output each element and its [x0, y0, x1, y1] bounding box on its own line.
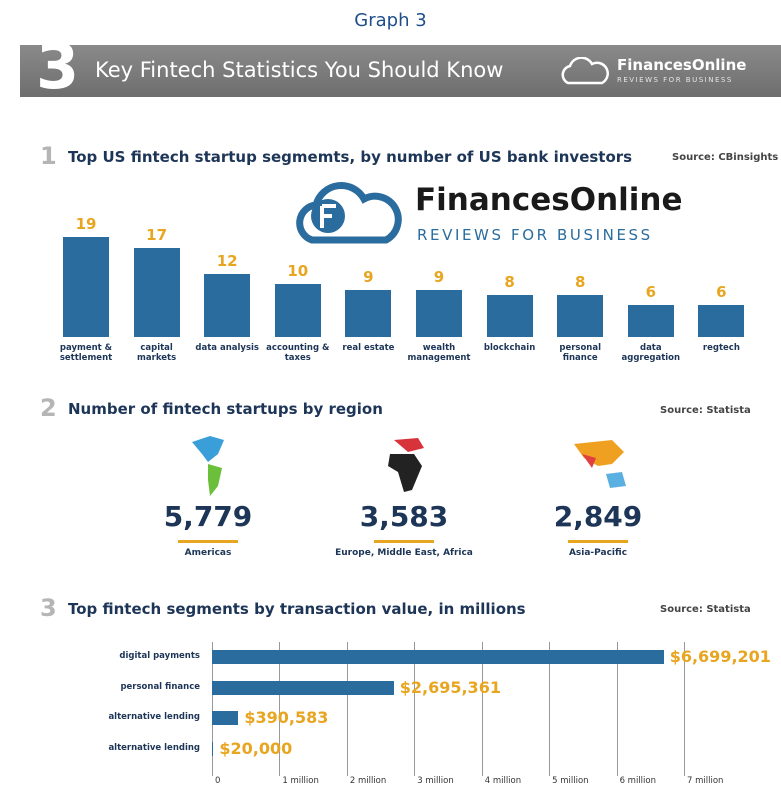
- bar-value: $6,699,201: [669, 647, 771, 666]
- bar: [416, 289, 462, 337]
- x-tick-label: wealth management: [407, 343, 471, 363]
- bar-value: 12: [216, 251, 238, 270]
- bar-value: 6: [716, 283, 727, 302]
- x-tick-label: capital markets: [137, 343, 177, 363]
- bar: [63, 237, 109, 337]
- bar: [212, 680, 394, 695]
- bar: [345, 289, 392, 337]
- region-value: 2,849: [553, 500, 643, 533]
- section-number: 3: [40, 594, 57, 622]
- bar: [212, 650, 664, 664]
- bar-value: $2,695,361: [399, 677, 501, 697]
- bar: [557, 294, 604, 337]
- banner-number: 3: [36, 30, 80, 103]
- emea-icon: [388, 438, 424, 492]
- source: Source: CBinsights: [672, 152, 779, 163]
- bar-value: 17: [146, 225, 168, 244]
- section-number: 1: [40, 142, 57, 170]
- banner-title: Key Fintech Statistics You Should Know: [95, 58, 504, 82]
- region-value: 3,583: [359, 500, 449, 533]
- x-tick-label: 3 million: [417, 776, 454, 786]
- section-number: 2: [40, 394, 57, 422]
- grid-line: [414, 642, 416, 776]
- x-tick-label: payment & settlement: [59, 343, 113, 363]
- x-tick-label: regtech: [702, 343, 740, 353]
- y-tick-label: personal finance: [120, 681, 200, 692]
- americas-icon: [192, 436, 224, 496]
- bar-value: 19: [75, 215, 97, 233]
- bar: [212, 741, 214, 756]
- banner-sub: REVIEWS FOR BUSINESS: [617, 76, 733, 84]
- grid-line: [481, 642, 483, 776]
- watermark-sub: REVIEWS FOR BUSINESS: [417, 226, 653, 244]
- graph-label: Graph 3: [354, 10, 427, 31]
- banner-brand: FinancesOnline: [617, 56, 747, 74]
- bar: [698, 305, 745, 337]
- x-tick-label: 5 million: [552, 776, 589, 786]
- section-title: Top fintech segments by transaction valu…: [68, 600, 526, 618]
- x-tick-label: personal finance: [559, 343, 602, 363]
- x-tick-label: accounting & taxes: [266, 343, 330, 363]
- grid-line: [616, 642, 618, 776]
- bar: [274, 284, 321, 337]
- bar: [486, 294, 533, 337]
- source: Source: Statista: [660, 405, 751, 416]
- y-tick-label: alternative lending: [108, 712, 200, 722]
- grid-line: [549, 642, 551, 776]
- y-tick-label: alternative lending: [108, 742, 200, 753]
- x-tick-label: 1 million: [282, 776, 319, 786]
- region-underline: [178, 540, 238, 543]
- x-tick-label: 0: [215, 776, 221, 786]
- bar: [204, 273, 251, 337]
- x-tick-label: 2 million: [349, 776, 387, 786]
- bar: [133, 247, 180, 337]
- region-label: Europe, Middle East, Africa: [335, 548, 473, 558]
- bar-value: 9: [433, 267, 445, 286]
- region-label: Asia-Pacific: [568, 548, 628, 558]
- x-tick-label: 4 million: [484, 776, 522, 786]
- watermark-brand: FinancesOnline: [415, 182, 683, 218]
- region-underline: [568, 540, 628, 543]
- grid-line: [279, 642, 281, 776]
- bar-value: 8: [504, 272, 515, 291]
- bar-value: 6: [645, 283, 657, 302]
- x-tick-label: 6 million: [619, 776, 656, 786]
- x-tick-label: blockchain: [483, 343, 536, 353]
- asia-icon: [574, 440, 626, 488]
- x-tick-label: 7 million: [687, 776, 724, 786]
- bar: [212, 711, 239, 725]
- grid-line: [346, 642, 348, 776]
- x-tick-label: data analysis: [195, 343, 259, 353]
- grid-line: [212, 642, 213, 776]
- watermark-logo: [296, 181, 402, 244]
- bar-value: 9: [363, 267, 374, 286]
- bar-value: 10: [287, 262, 309, 281]
- section-title: Number of fintech startups by region: [68, 400, 383, 418]
- bar: [627, 305, 674, 337]
- grid-line: [684, 642, 685, 776]
- region-value: 5,779: [163, 500, 253, 533]
- y-tick-label: digital payments: [119, 651, 200, 661]
- section-title: Top US fintech startup segmemts, by numb…: [68, 148, 633, 166]
- banner: [20, 45, 781, 97]
- x-tick-label: data aggregation: [621, 343, 681, 363]
- bar-value: $20,000: [219, 738, 293, 758]
- banner-logo: [561, 57, 609, 85]
- region-label: Americas: [184, 548, 232, 558]
- x-tick-label: real estate: [342, 343, 395, 353]
- region-underline: [374, 540, 434, 543]
- source: Source: Statista: [660, 604, 751, 615]
- bar-value: 8: [574, 272, 586, 291]
- bar-value: $390,583: [244, 708, 329, 727]
